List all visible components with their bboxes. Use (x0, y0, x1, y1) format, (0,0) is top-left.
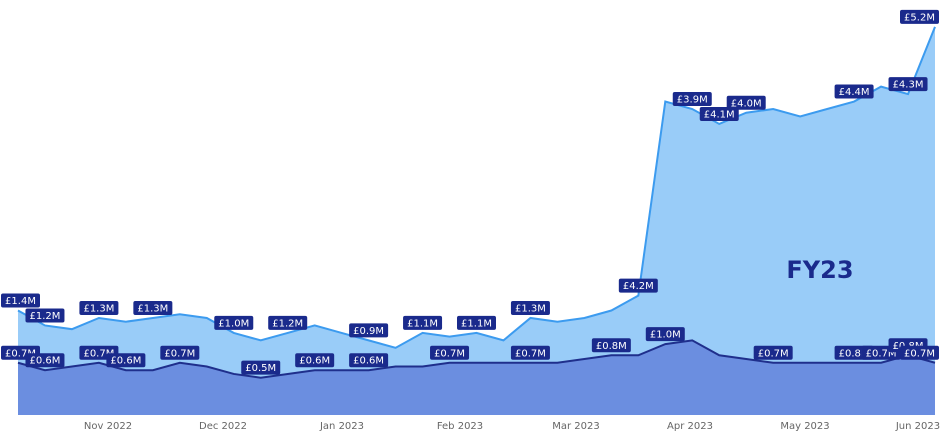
chart-areas (17, 26, 936, 415)
series-1-line (17, 26, 936, 349)
chart-annotation: FY23 (786, 256, 853, 284)
data-label: £4.4M (834, 84, 874, 99)
data-label: £1.4M (1, 293, 40, 308)
data-label: £0.7M (753, 345, 793, 360)
svg-text:£1.3M: £1.3M (83, 303, 114, 314)
svg-text:£0.7M: £0.7M (866, 348, 897, 359)
x-tick-label: Jan 2023 (319, 421, 364, 432)
x-axis-ticks: Nov 2022 Dec 2022 Jan 2023 Feb 2023 Mar 2023… (84, 421, 940, 432)
series-2-area (18, 340, 935, 415)
svg-text:£1.2M: £1.2M (272, 318, 303, 329)
svg-text:£4.3M: £4.3M (893, 80, 924, 91)
svg-text:£0.7M: £0.7M (434, 348, 465, 359)
data-label: £1.2M (25, 308, 65, 323)
svg-text:£1.4M: £1.4M (5, 296, 36, 307)
data-label: £4.0M (726, 95, 766, 110)
x-tick-label: Feb 2023 (437, 421, 483, 432)
svg-text:£4.1M: £4.1M (704, 109, 735, 120)
svg-text:£4.2M: £4.2M (623, 281, 654, 292)
svg-text:£0.7M: £0.7M (515, 348, 546, 359)
data-label: £0.6M (25, 353, 65, 368)
series-2-line (17, 339, 936, 379)
data-label: £0.7M (160, 345, 200, 360)
data-label: £0.6M (106, 353, 146, 368)
data-label: £1.2M (268, 315, 308, 330)
x-tick-label: Dec 2022 (199, 421, 247, 432)
data-label: £1.3M (510, 300, 550, 315)
svg-text:£4.0M: £4.0M (731, 98, 762, 109)
svg-text:£0.6M: £0.6M (299, 356, 330, 367)
svg-text:£0.7M: £0.7M (758, 348, 789, 359)
x-tick-label: Nov 2022 (84, 421, 132, 432)
svg-text:£1.3M: £1.3M (137, 303, 168, 314)
data-label: £0.5M (241, 360, 281, 375)
svg-text:£0.7M: £0.7M (83, 348, 114, 359)
svg-text:£0.7M: £0.7M (904, 348, 935, 359)
svg-text:£1.3M: £1.3M (515, 303, 546, 314)
svg-text:£1.2M: £1.2M (30, 311, 61, 322)
data-label: £4.3M (888, 77, 928, 92)
x-tick-label: Mar 2023 (552, 421, 600, 432)
svg-text:£1.1M: £1.1M (407, 318, 438, 329)
svg-text:£0.6M: £0.6M (30, 356, 61, 367)
x-tick-label: May 2023 (780, 421, 829, 432)
data-label: £1.3M (133, 300, 173, 315)
svg-text:£0.8M: £0.8M (839, 348, 870, 359)
data-label: £1.0M (214, 315, 254, 330)
data-label: £0.8M (591, 338, 631, 353)
svg-text:£4.4M: £4.4M (839, 87, 870, 98)
svg-text:£0.6M: £0.6M (353, 356, 384, 367)
data-label: £1.3M (79, 300, 119, 315)
svg-text:£1.0M: £1.0M (650, 330, 681, 341)
svg-text:£3.9M: £3.9M (677, 95, 708, 106)
data-label: £1.1M (457, 315, 496, 330)
data-label: £4.2M (618, 278, 658, 293)
data-label: £0.7M (430, 345, 470, 360)
data-label: £0.7M (510, 345, 550, 360)
data-label: £0.6M (295, 353, 335, 368)
data-label: £0.7M (900, 345, 939, 360)
svg-text:£0.8M: £0.8M (596, 341, 627, 352)
svg-text:£0.6M: £0.6M (110, 356, 141, 367)
data-label: £5.2M (900, 9, 939, 24)
data-label: £3.9M (672, 92, 712, 107)
data-label: £1.1M (403, 315, 443, 330)
data-label: £0.9M (349, 323, 389, 338)
svg-text:£0.7M: £0.7M (164, 348, 195, 359)
series-1-area (18, 26, 935, 415)
data-label: £1.0M (645, 327, 685, 342)
svg-text:£1.0M: £1.0M (218, 318, 249, 329)
x-tick-label: Apr 2023 (667, 421, 713, 432)
data-labels: £1.4M £1.2M £1.3M £1.3M £1.0M £1.2M £0.9M £1.1M… (1, 9, 939, 375)
svg-text:£1.1M: £1.1M (461, 318, 492, 329)
data-label: £4.1M (699, 106, 739, 121)
svg-text:£0.9M: £0.9M (353, 326, 384, 337)
svg-text:£0.7M: £0.7M (5, 348, 36, 359)
svg-text:£0.5M: £0.5M (245, 363, 276, 374)
svg-text:£5.2M: £5.2M (904, 12, 935, 23)
data-label: £0.6M (349, 353, 389, 368)
x-tick-label: Jun 2023 (895, 421, 940, 432)
